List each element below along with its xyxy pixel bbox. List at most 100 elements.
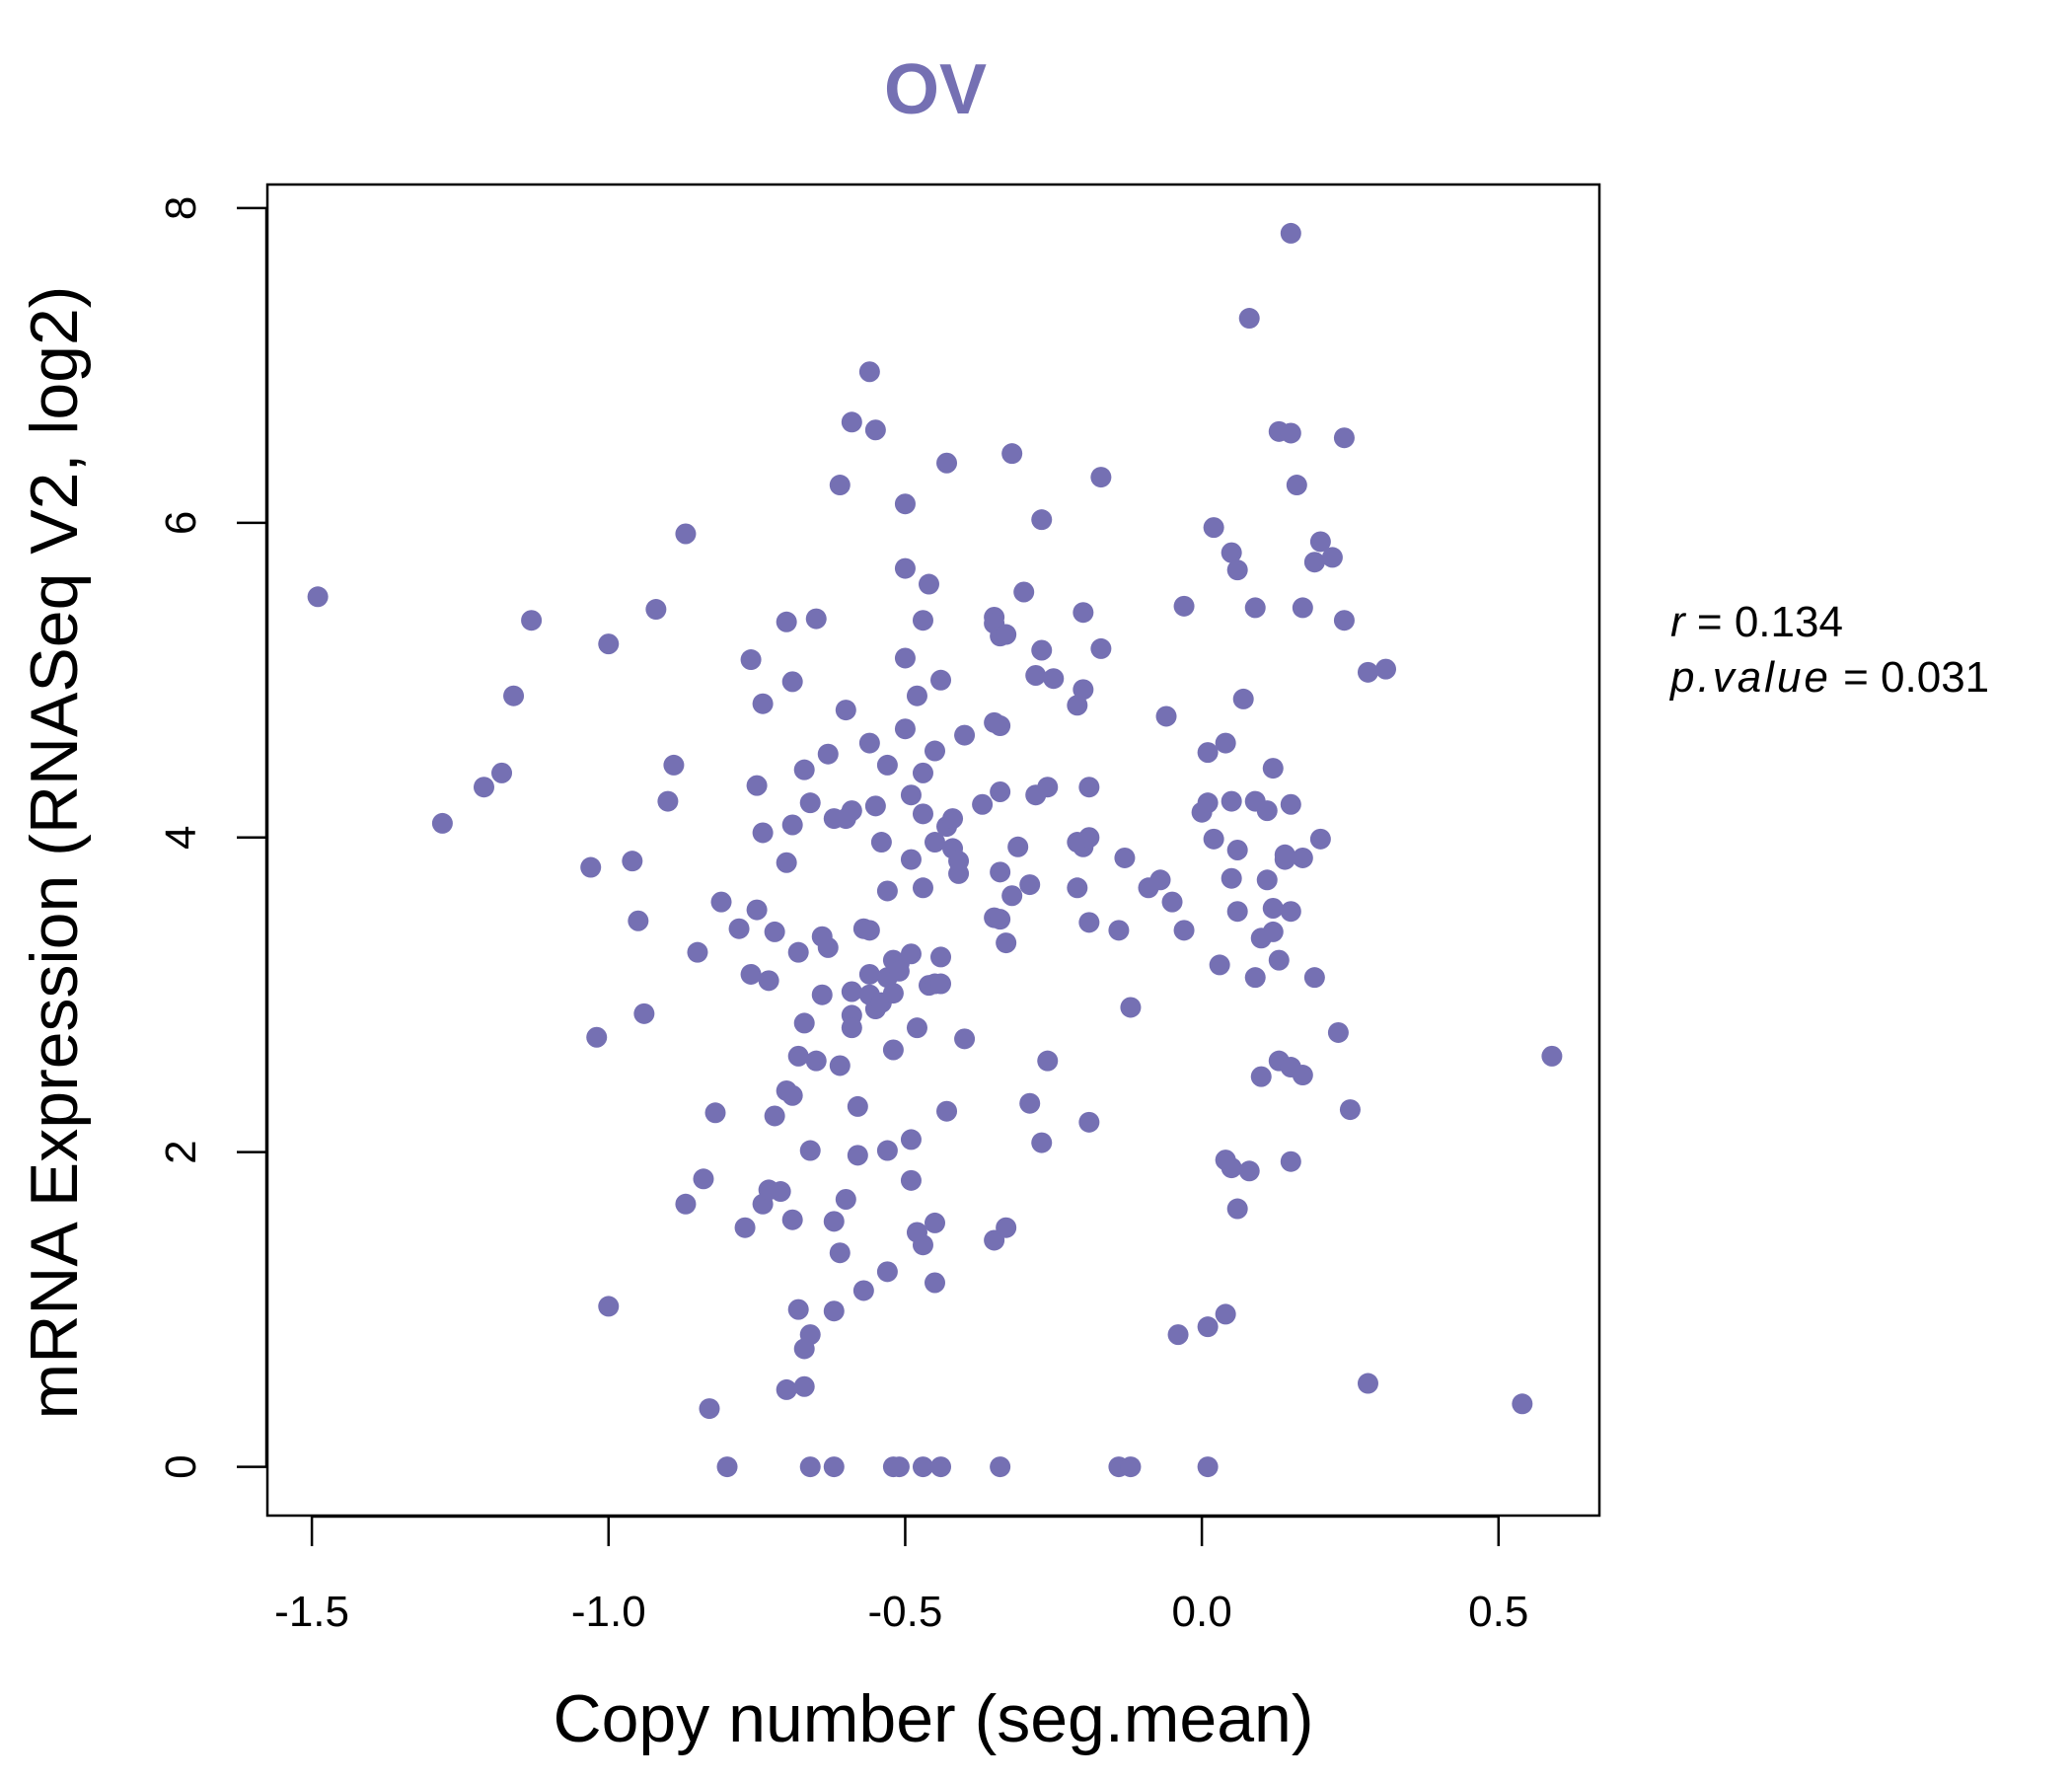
data-point xyxy=(996,932,1017,954)
x-tick-label: -1.0 xyxy=(571,1588,646,1636)
data-point xyxy=(1043,668,1065,690)
data-point xyxy=(882,983,904,1004)
data-point xyxy=(1215,1303,1236,1325)
data-point xyxy=(1226,840,1248,860)
data-point xyxy=(746,775,768,796)
data-point xyxy=(710,891,732,913)
data-point xyxy=(858,963,880,985)
data-point xyxy=(799,1140,821,1161)
data-point xyxy=(764,921,785,942)
data-point xyxy=(1292,597,1313,619)
data-point xyxy=(799,792,821,814)
data-point xyxy=(817,936,839,958)
data-point xyxy=(657,790,679,812)
data-point xyxy=(580,856,602,878)
data-point xyxy=(876,1140,898,1161)
data-point xyxy=(1031,639,1053,661)
data-point xyxy=(1221,542,1242,563)
data-point xyxy=(1244,967,1266,989)
x-tick-label: 0.0 xyxy=(1172,1588,1232,1636)
data-point xyxy=(954,1028,976,1050)
data-point xyxy=(1309,531,1331,553)
data-point xyxy=(1226,559,1248,581)
data-point xyxy=(1073,679,1094,701)
r-value: 0.134 xyxy=(1735,598,1843,646)
data-point xyxy=(1375,658,1397,680)
data-point xyxy=(1309,828,1331,850)
data-point xyxy=(1197,792,1219,814)
data-point xyxy=(1221,867,1242,889)
data-point xyxy=(864,795,886,817)
data-point xyxy=(1226,1198,1248,1220)
data-point xyxy=(1262,758,1284,779)
data-point xyxy=(1238,1160,1260,1182)
data-point xyxy=(687,941,708,963)
data-point xyxy=(876,1261,898,1283)
data-point xyxy=(1149,869,1171,891)
x-tick-label: 0.5 xyxy=(1468,1588,1528,1636)
data-point xyxy=(1120,997,1142,1018)
data-point xyxy=(740,963,762,985)
data-point xyxy=(858,732,880,754)
data-point xyxy=(1280,222,1301,244)
data-point xyxy=(793,759,815,780)
data-point xyxy=(870,832,892,853)
data-point xyxy=(521,610,543,631)
data-point xyxy=(307,586,329,608)
p-label: p.value xyxy=(1668,653,1831,702)
data-point xyxy=(740,649,762,671)
data-point xyxy=(1357,1373,1378,1394)
data-point xyxy=(1221,790,1242,812)
data-point xyxy=(841,411,862,433)
x-tick-label: -0.5 xyxy=(868,1588,943,1636)
data-point xyxy=(1197,1316,1219,1338)
y-tick-label: 2 xyxy=(157,1140,205,1163)
data-point xyxy=(912,803,933,825)
data-point xyxy=(1001,443,1023,465)
data-point xyxy=(776,1378,797,1400)
data-point xyxy=(1280,901,1301,923)
data-point xyxy=(1155,705,1177,727)
data-point xyxy=(793,1375,815,1397)
data-point xyxy=(900,1169,922,1191)
data-point xyxy=(1280,1150,1301,1172)
data-point xyxy=(1067,695,1088,716)
data-point xyxy=(503,685,525,706)
data-point xyxy=(491,762,513,783)
data-point xyxy=(716,1456,738,1478)
data-point xyxy=(1238,308,1260,330)
data-point xyxy=(781,1084,803,1106)
data-point xyxy=(1090,467,1112,488)
data-point xyxy=(1197,742,1219,764)
data-point xyxy=(829,1055,851,1076)
data-point xyxy=(1025,665,1047,687)
data-point xyxy=(1215,732,1236,754)
data-point xyxy=(628,910,649,931)
data-point xyxy=(1013,581,1035,603)
data-point xyxy=(622,851,643,872)
data-point xyxy=(752,693,774,714)
data-point xyxy=(990,861,1011,883)
data-point xyxy=(1256,800,1278,822)
data-point xyxy=(996,624,1017,645)
data-point xyxy=(930,669,952,691)
data-point xyxy=(1221,1157,1242,1179)
data-point xyxy=(1280,422,1301,444)
data-point xyxy=(1078,777,1100,798)
data-point xyxy=(835,700,856,721)
data-point xyxy=(996,1217,1017,1238)
data-point xyxy=(912,610,933,631)
data-point xyxy=(1292,847,1313,868)
data-point xyxy=(912,1234,933,1256)
data-point xyxy=(864,419,886,441)
data-point xyxy=(900,943,922,965)
y-tick-label: 8 xyxy=(157,196,205,220)
data-point xyxy=(746,899,768,921)
data-point xyxy=(704,1102,726,1124)
data-point xyxy=(1078,1111,1100,1133)
data-point xyxy=(598,633,620,655)
data-point xyxy=(1244,597,1266,619)
data-point xyxy=(888,1456,910,1478)
data-point xyxy=(598,1296,620,1317)
